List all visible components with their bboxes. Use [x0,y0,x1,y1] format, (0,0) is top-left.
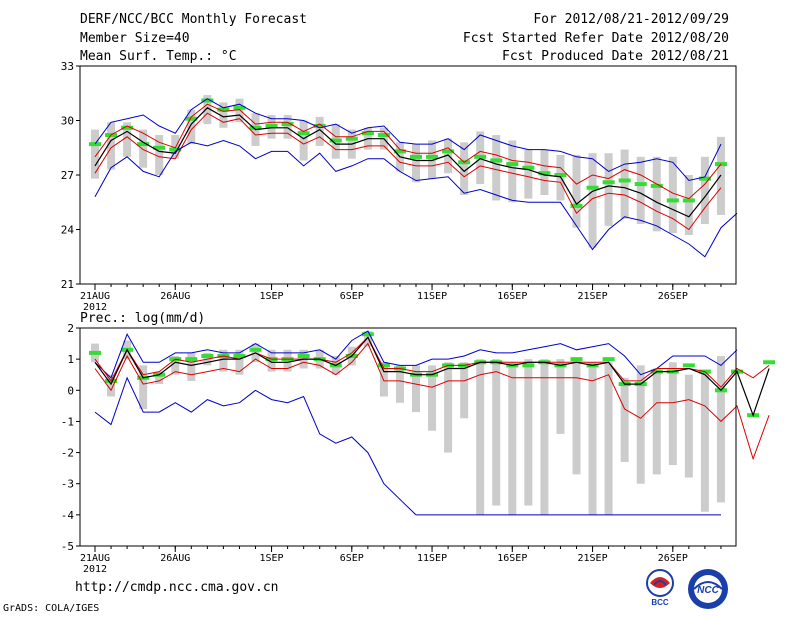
temp-xtick-label: 11SEP [417,291,447,302]
temp-range-bar [573,155,581,228]
temp-xtick-label: 21SEP [577,291,607,302]
prec-panel-title: Prec.: log(mm/d) [80,311,205,326]
prec-xtick-label: 6SEP [340,553,364,564]
temp-range-bar [91,130,99,179]
prec-xtick-label: 11SEP [417,553,447,564]
temp-range-bar [412,144,420,182]
prec-xtick-label: 16SEP [497,553,527,564]
temp-ytick-label: 21 [61,278,74,291]
temp-range-bar [701,157,709,224]
prec-range-bar [492,359,500,505]
prec-range-bar [701,372,709,512]
prec-range-bar [460,362,468,418]
temp-obs-marker [410,155,422,159]
temp-range-bar [621,150,629,219]
prec-ytick-label: -3 [61,478,74,491]
temp-xtick-label: 21AUG [80,291,110,302]
prec-range-bar [685,375,693,478]
temp-xtick-label: 26AUG [160,291,190,302]
forecast-charts: 212427303321AUG 26AUG 1SEP 6SEP 11SEP 16SEP 21… [0,0,800,618]
bcc-logo-text: BCC [651,598,669,607]
temp-xtick-label: 16SEP [497,291,527,302]
prec-xtick-label: 1SEP [260,553,284,564]
temp-obs-marker [506,162,518,166]
temp-range-bar [492,135,500,200]
prec-range-bar [669,362,677,465]
website-url[interactable]: http://cmdp.ncc.cma.gov.cn [75,580,279,595]
temp-range-bar [605,153,613,226]
prec-range-bar [396,365,404,402]
prec-ytick-label: -1 [61,415,74,428]
temp-obs-marker [603,180,615,184]
temp-obs-marker [490,158,502,162]
temp-obs-marker [587,186,599,190]
prec-range-bar [524,359,532,505]
temp-obs-marker [667,198,679,202]
prec-ytick-label: -5 [61,540,74,553]
prec-xtick-label: 26AUG [160,553,190,564]
temp-obs-marker [635,182,647,186]
prec-ytick-label: -2 [61,447,74,460]
bcc-logo: BCC [640,567,684,607]
prec-obs-marker [362,332,374,336]
temp-ytick-label: 30 [61,115,74,128]
prec-obs-marker [522,363,534,367]
prec-ytick-label: 0 [67,384,74,397]
grads-credit: GrADS: COLA/IGES [3,603,99,614]
temp-xtick-label: 26SEP [658,291,688,302]
temp-range-bar [637,157,645,224]
temp-range-bar [300,121,308,161]
prec-range-bar [476,359,484,515]
prec-range-bar [556,359,564,434]
prec-range-bar [621,378,629,462]
temp-ytick-label: 33 [61,60,74,73]
prec-range-bar [589,362,597,515]
prec-obs-marker [683,363,695,367]
prec-xtick-label: 26SEP [658,553,688,564]
prec-range-bar [540,359,548,515]
prec-obs-marker [298,354,310,358]
prec-obs-marker [763,360,775,364]
prec-obs-marker [89,351,101,355]
temp-ytick-label: 27 [61,169,74,182]
temp-range-bar [669,157,677,233]
prec-range-bar [412,365,420,412]
prec-xtick-label: 21AUG [80,553,110,564]
temp-ytick-label: 24 [61,224,75,237]
ncc-logo: NCC [685,567,731,611]
temp-xtick-label: 1SEP [260,291,284,302]
prec-obs-marker [603,357,615,361]
prec-xtick-label: 21SEP [577,553,607,564]
temp-xtick-label: 6SEP [340,291,364,302]
prec-range-bar [380,362,388,396]
temp-obs-marker [619,178,631,182]
prec-range-bar [444,362,452,452]
prec-range-bar [717,356,725,502]
prec-range-bar [508,362,516,515]
prec-ytick-label: 2 [67,322,74,335]
prec-range-bar [573,359,581,474]
temp-range-bar [653,157,661,231]
temp-range-bar [508,140,516,202]
ncc-logo-text: NCC [697,585,719,596]
prec-obs-marker [185,357,197,361]
prec-year-label: 2012 [83,564,107,575]
prec-obs-marker [250,348,262,352]
prec-ytick-label: -4 [61,509,75,522]
prec-range-bar [653,368,661,474]
prec-ytick-label: 1 [67,353,74,366]
prec-range-bar [605,362,613,515]
temp-obs-marker [426,155,438,159]
prec-range-bar [187,353,195,381]
prec-obs-marker [571,357,583,361]
temp-obs-marker [89,142,101,146]
temp-range-bar [524,150,532,199]
prec-obs-marker [201,354,213,358]
